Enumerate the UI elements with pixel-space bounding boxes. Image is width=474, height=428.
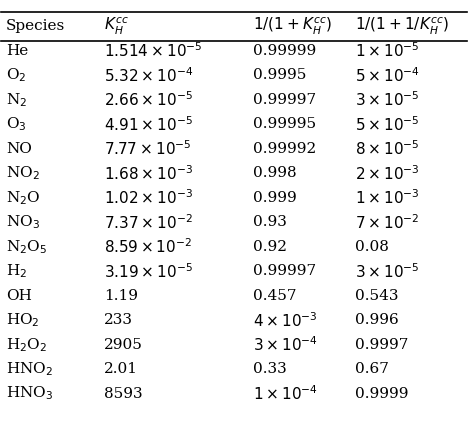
Text: 0.92: 0.92: [253, 240, 287, 254]
Text: 0.99992: 0.99992: [253, 142, 316, 156]
Text: N$_2$O$_5$: N$_2$O$_5$: [6, 238, 47, 256]
Text: 0.457: 0.457: [253, 289, 296, 303]
Text: $2.66 \times 10^{-5}$: $2.66 \times 10^{-5}$: [104, 90, 193, 109]
Text: N$_2$O: N$_2$O: [6, 189, 41, 207]
Text: 0.99997: 0.99997: [253, 93, 316, 107]
Text: NO$_3$: NO$_3$: [6, 214, 40, 231]
Text: H$_2$O$_2$: H$_2$O$_2$: [6, 336, 47, 354]
Text: $3 \times 10^{-4}$: $3 \times 10^{-4}$: [253, 335, 318, 354]
Text: $2 \times 10^{-3}$: $2 \times 10^{-3}$: [355, 164, 420, 183]
Text: 0.99997: 0.99997: [253, 264, 316, 278]
Text: 0.33: 0.33: [253, 362, 286, 376]
Text: $1 \times 10^{-3}$: $1 \times 10^{-3}$: [355, 188, 420, 207]
Text: $1/(1+K_{H}^{cc})$: $1/(1+K_{H}^{cc})$: [253, 16, 332, 37]
Text: Species: Species: [6, 19, 65, 33]
Text: $5.32 \times 10^{-4}$: $5.32 \times 10^{-4}$: [104, 66, 193, 85]
Text: 0.08: 0.08: [355, 240, 389, 254]
Text: $4 \times 10^{-3}$: $4 \times 10^{-3}$: [253, 311, 318, 330]
Text: 2.01: 2.01: [104, 362, 138, 376]
Text: HNO$_3$: HNO$_3$: [6, 385, 53, 402]
Text: $8.59 \times 10^{-2}$: $8.59 \times 10^{-2}$: [104, 238, 192, 256]
Text: $3.19 \times 10^{-5}$: $3.19 \times 10^{-5}$: [104, 262, 193, 281]
Text: $1 \times 10^{-5}$: $1 \times 10^{-5}$: [355, 42, 420, 60]
Text: 0.999: 0.999: [253, 191, 296, 205]
Text: $1/(1+1/K_{H}^{cc})$: $1/(1+1/K_{H}^{cc})$: [355, 16, 449, 37]
Text: He: He: [6, 44, 28, 58]
Text: N$_2$: N$_2$: [6, 91, 27, 109]
Text: HNO$_2$: HNO$_2$: [6, 360, 53, 378]
Text: HO$_2$: HO$_2$: [6, 311, 40, 329]
Text: $1.02 \times 10^{-3}$: $1.02 \times 10^{-3}$: [104, 188, 193, 207]
Text: 8593: 8593: [104, 386, 142, 401]
Text: 1.19: 1.19: [104, 289, 138, 303]
Text: $7 \times 10^{-2}$: $7 \times 10^{-2}$: [355, 213, 419, 232]
Text: $7.77 \times 10^{-5}$: $7.77 \times 10^{-5}$: [104, 140, 191, 158]
Text: 233: 233: [104, 313, 133, 327]
Text: $7.37 \times 10^{-2}$: $7.37 \times 10^{-2}$: [104, 213, 192, 232]
Text: OH: OH: [6, 289, 32, 303]
Text: $5 \times 10^{-5}$: $5 \times 10^{-5}$: [355, 115, 420, 134]
Text: $5 \times 10^{-4}$: $5 \times 10^{-4}$: [355, 66, 420, 85]
Text: $3 \times 10^{-5}$: $3 \times 10^{-5}$: [355, 262, 420, 281]
Text: 2905: 2905: [104, 338, 143, 352]
Text: 0.9997: 0.9997: [355, 338, 409, 352]
Text: NO$_2$: NO$_2$: [6, 164, 40, 182]
Text: $4.91 \times 10^{-5}$: $4.91 \times 10^{-5}$: [104, 115, 193, 134]
Text: $1 \times 10^{-4}$: $1 \times 10^{-4}$: [253, 384, 318, 403]
Text: 0.99999: 0.99999: [253, 44, 316, 58]
Text: $1.514 \times 10^{-5}$: $1.514 \times 10^{-5}$: [104, 42, 202, 60]
Text: NO: NO: [6, 142, 32, 156]
Text: O$_3$: O$_3$: [6, 116, 27, 133]
Text: 0.9995: 0.9995: [253, 68, 306, 82]
Text: 0.99995: 0.99995: [253, 117, 316, 131]
Text: 0.67: 0.67: [355, 362, 389, 376]
Text: H$_2$: H$_2$: [6, 262, 27, 280]
Text: $3 \times 10^{-5}$: $3 \times 10^{-5}$: [355, 90, 420, 109]
Text: $8 \times 10^{-5}$: $8 \times 10^{-5}$: [355, 140, 420, 158]
Text: 0.93: 0.93: [253, 215, 287, 229]
Text: 0.996: 0.996: [355, 313, 399, 327]
Text: O$_2$: O$_2$: [6, 66, 27, 84]
Text: 0.9999: 0.9999: [355, 386, 409, 401]
Text: 0.998: 0.998: [253, 166, 296, 180]
Text: 0.543: 0.543: [355, 289, 399, 303]
Text: $1.68 \times 10^{-3}$: $1.68 \times 10^{-3}$: [104, 164, 193, 183]
Text: $K_{H}^{cc}$: $K_{H}^{cc}$: [104, 16, 128, 37]
